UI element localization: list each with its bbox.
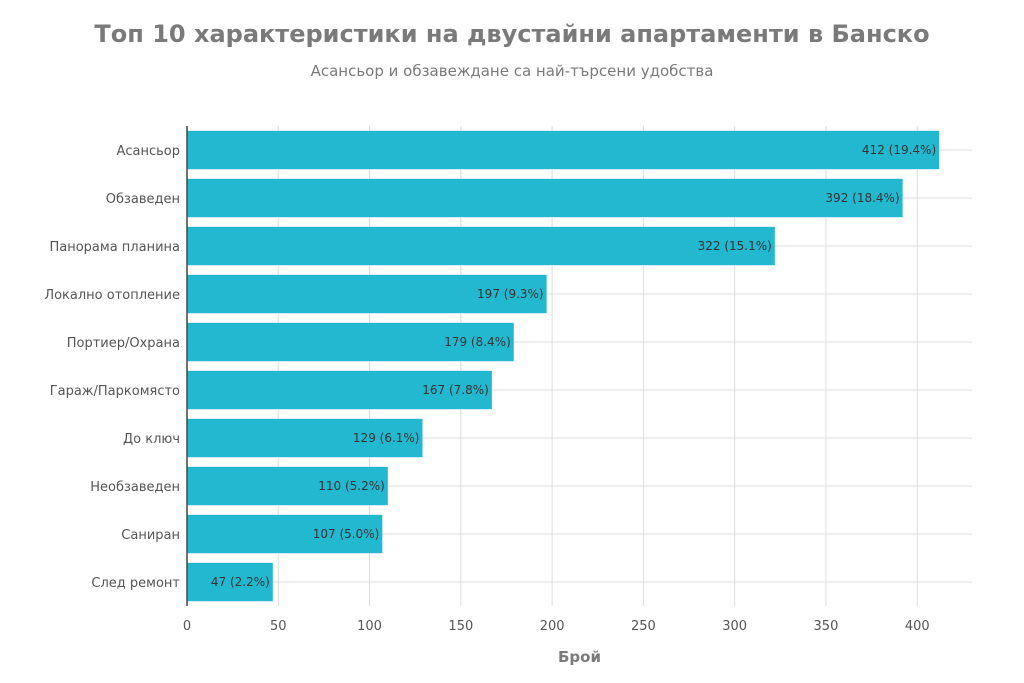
x-tick-label: 400: [905, 619, 930, 634]
x-tick-label: 250: [631, 619, 656, 634]
y-tick-label: Необзаведен: [90, 480, 180, 495]
bar-value-label: 107 (5.0%): [313, 527, 380, 541]
bar: [187, 418, 423, 458]
bar: [187, 130, 940, 170]
x-axis-title: Брой: [558, 648, 601, 666]
bar: [187, 274, 547, 314]
y-tick-label: След ремонт: [91, 576, 180, 591]
y-tick-label: Портиер/Охрана: [67, 336, 180, 351]
bar: [187, 322, 514, 362]
y-axis-ticks: Асансьор Обзаведен Панорама планина Локално…: [44, 144, 180, 591]
y-tick-label: Обзаведен: [106, 192, 180, 207]
bar-value-label: 197 (9.3%): [477, 287, 544, 301]
bar-value-label: 392 (18.4%): [825, 191, 899, 205]
bar-value-label: 47 (2.2%): [211, 575, 270, 589]
x-tick-label: 150: [448, 619, 473, 634]
bar: [187, 178, 903, 218]
y-tick-label: Саниран: [121, 528, 180, 543]
bar: [187, 370, 492, 410]
y-tick-label: Асансьор: [116, 144, 180, 159]
x-tick-label: 200: [540, 619, 565, 634]
x-tick-label: 300: [722, 619, 747, 634]
bar-value-label: 412 (19.4%): [862, 143, 936, 157]
bar-value-label: 322 (15.1%): [698, 239, 772, 253]
x-tick-label: 0: [183, 619, 191, 634]
bar-value-label: 167 (7.8%): [422, 383, 489, 397]
y-tick-label: Панорама планина: [49, 240, 180, 255]
y-tick-label: Локално отопление: [44, 288, 180, 303]
y-tick-label: Гараж/Паркомясто: [50, 384, 180, 399]
y-tick-label: До ключ: [123, 432, 180, 447]
x-tick-label: 50: [270, 619, 287, 634]
bar: [187, 514, 383, 554]
chart-title: Топ 10 характеристики на двустайни апарт…: [94, 20, 930, 48]
x-axis-ticks: 0 50 100 150 200 250 300 350 400: [183, 619, 930, 634]
bar: [187, 466, 388, 506]
bar-value-label: 110 (5.2%): [318, 479, 385, 493]
bars: [187, 130, 940, 602]
chart-subtitle: Асансьор и обзавеждане са най-търсени уд…: [310, 62, 714, 80]
bar: [187, 562, 273, 602]
bar-value-label: 179 (8.4%): [444, 335, 511, 349]
x-tick-label: 100: [357, 619, 382, 634]
x-tick-label: 350: [814, 619, 839, 634]
bar-value-label: 129 (6.1%): [353, 431, 420, 445]
bar: [187, 226, 775, 266]
data-labels: 412 (19.4%) 392 (18.4%) 322 (15.1%) 197 (9.…: [211, 143, 936, 589]
